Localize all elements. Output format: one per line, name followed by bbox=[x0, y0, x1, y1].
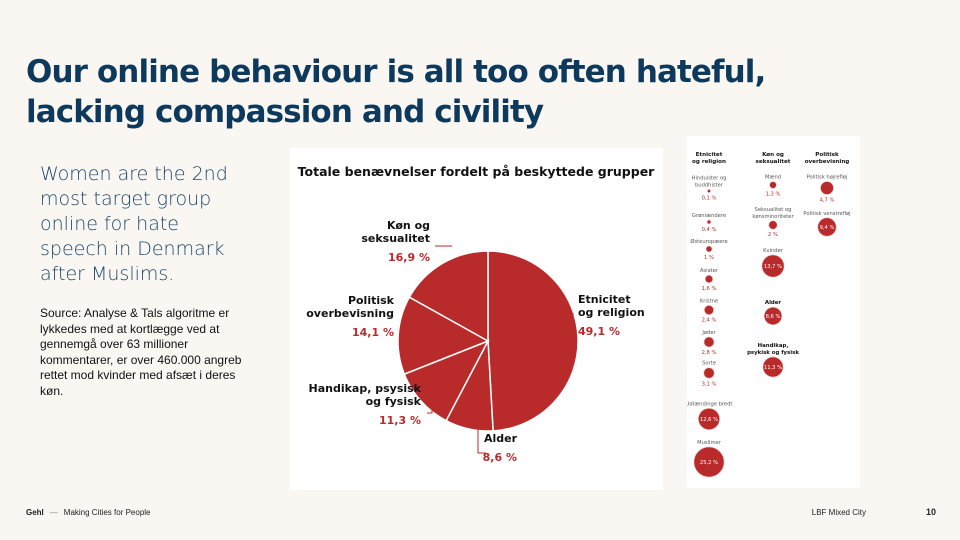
breakdown-value: 2,8 % bbox=[702, 350, 717, 356]
breakdown-item-label: Asiater bbox=[700, 268, 719, 274]
breakdown-dot bbox=[704, 305, 714, 315]
breakdown-item-label: Kvinder bbox=[763, 248, 784, 254]
breakdown-value: 9,4 % bbox=[820, 225, 835, 231]
breakdown-column-header: og religion bbox=[692, 159, 726, 165]
breakdown-group-label: Handikap, bbox=[758, 343, 789, 349]
pie-slice-value: 11,3 % bbox=[379, 414, 421, 427]
breakdown-dot bbox=[703, 367, 715, 379]
breakdown-value: 4,7 % bbox=[820, 198, 835, 204]
breakdown-value: 1 % bbox=[704, 255, 714, 261]
breakdown-column-header: seksualitet bbox=[756, 159, 791, 165]
breakdown-dot bbox=[768, 220, 778, 230]
source-text: Source: Analyse & Tals algoritme er lykk… bbox=[40, 306, 242, 398]
pie-slice bbox=[487, 250, 579, 432]
pie-chart: Totale benævnelser fordelt på beskyttede… bbox=[298, 164, 656, 464]
breakdown-value: 3,1 % bbox=[702, 381, 717, 387]
breakdown-dot bbox=[820, 181, 834, 195]
breakdown-item-label: Udlændinge bredt bbox=[687, 401, 732, 407]
breakdown-item-label: Kristne bbox=[700, 298, 718, 304]
group-breakdown-panel: Etnicitet og religion Køn og seksualitet Pol… bbox=[686, 136, 860, 488]
pie-slice-value: 14,1 % bbox=[352, 326, 394, 339]
footer-tagline: Making Cities for People bbox=[63, 508, 151, 517]
breakdown-item-label: kønsminoriteter bbox=[752, 214, 794, 220]
breakdown-value: 11,3 % bbox=[764, 365, 782, 371]
pie-leader-line bbox=[477, 413, 486, 454]
breakdown-item-label: Seksualitet og bbox=[755, 207, 792, 213]
breakdown-item-label: Muslimer bbox=[697, 440, 722, 446]
breakdown-column-header: Politisk bbox=[815, 152, 839, 158]
breakdown-value: 1,6 % bbox=[702, 286, 717, 292]
breakdown-group-label: Alder bbox=[765, 300, 782, 306]
pie-slice-label: Politisk bbox=[348, 294, 395, 307]
page-number: 10 bbox=[926, 507, 937, 517]
breakdown-item-label: Grønlændere bbox=[692, 213, 726, 219]
slide-title: Our online behaviour is all too often ha… bbox=[26, 54, 766, 130]
pie-slice bbox=[397, 296, 490, 376]
breakdown-group-label: psykisk og fysisk bbox=[747, 350, 799, 356]
breakdown-value: 2 % bbox=[768, 232, 778, 238]
breakdown-item-label: Politisk venstrefløj bbox=[803, 211, 850, 217]
pie-title: Totale benævnelser fordelt på beskyttede… bbox=[298, 164, 656, 179]
breakdown-dot bbox=[706, 219, 712, 225]
breakdown-value: 1,3 % bbox=[766, 191, 781, 197]
breakdown-item-label: Hinduister og bbox=[692, 175, 727, 181]
footer-project: LBF Mixed City bbox=[811, 508, 866, 517]
pie-slice-label: og religion bbox=[578, 306, 645, 319]
pie-slice-label: Etnicitet bbox=[578, 293, 631, 306]
breakdown-dot bbox=[703, 336, 715, 348]
pie-slice-label: og fysisk bbox=[366, 395, 422, 408]
breakdown-dot bbox=[769, 181, 777, 189]
breakdown-value: 13,7 % bbox=[764, 264, 782, 270]
breakdown-column-header: Køn og bbox=[762, 152, 784, 158]
breakdown-item-label: Politisk højrefløj bbox=[807, 174, 848, 180]
breakdown-item-label: Østeuropæere bbox=[690, 238, 727, 245]
breakdown-value: 12,6 % bbox=[700, 417, 718, 423]
breakdown-column-header: overbevisning bbox=[805, 159, 850, 165]
breakdown-dot bbox=[817, 217, 837, 237]
breakdown-dot bbox=[762, 356, 784, 378]
pie-chart-panel: Totale benævnelser fordelt på beskyttede… bbox=[290, 148, 663, 490]
breakdown-item-label: Jøder bbox=[701, 330, 716, 336]
breakdown-dot bbox=[693, 446, 725, 478]
breakdown-value: 0,1 % bbox=[702, 196, 717, 202]
breakdown-dot bbox=[705, 245, 713, 253]
pie-slice bbox=[408, 250, 489, 343]
pie-slice-label: Handikap, psysisk bbox=[309, 382, 422, 395]
footer-dash: — bbox=[49, 508, 58, 517]
breakdown-column-header: Etnicitet bbox=[696, 152, 723, 158]
breakdown-value: 8,6 % bbox=[766, 314, 781, 320]
pie-slice-label: seksualitet bbox=[361, 232, 430, 245]
breakdown-item-label: Sorte bbox=[702, 361, 716, 367]
pie-slice-value: 49,1 % bbox=[578, 325, 620, 338]
pie-slice-label: Køn og bbox=[387, 219, 430, 232]
breakdown-value: 2,4 % bbox=[702, 318, 717, 324]
breakdown-item-label: Mænd bbox=[765, 175, 781, 181]
lead-text: Women are the 2nd most target group onli… bbox=[40, 163, 228, 285]
footer-left: Gehl — Making Cities for People bbox=[26, 508, 151, 517]
breakdown-dot bbox=[704, 274, 714, 284]
pie-leader-line bbox=[427, 384, 433, 414]
pie-slice-value: 16,9 % bbox=[388, 251, 430, 264]
breakdown-item-label: buddhister bbox=[695, 182, 724, 188]
breakdown-dot bbox=[763, 306, 783, 326]
pie-slice-label: Alder bbox=[484, 432, 518, 445]
breakdown-value: 0,4 % bbox=[702, 227, 717, 233]
breakdown-dot bbox=[761, 254, 785, 278]
breakdown-dot bbox=[707, 189, 711, 193]
pie-slice-label: overbevisning bbox=[306, 307, 394, 320]
footer-brand: Gehl bbox=[26, 508, 44, 517]
pie-slice bbox=[403, 339, 490, 422]
pie-slice-value: 8,6 % bbox=[483, 451, 517, 464]
breakdown-dot bbox=[698, 408, 720, 430]
breakdown-value: 25,2 % bbox=[700, 460, 718, 466]
